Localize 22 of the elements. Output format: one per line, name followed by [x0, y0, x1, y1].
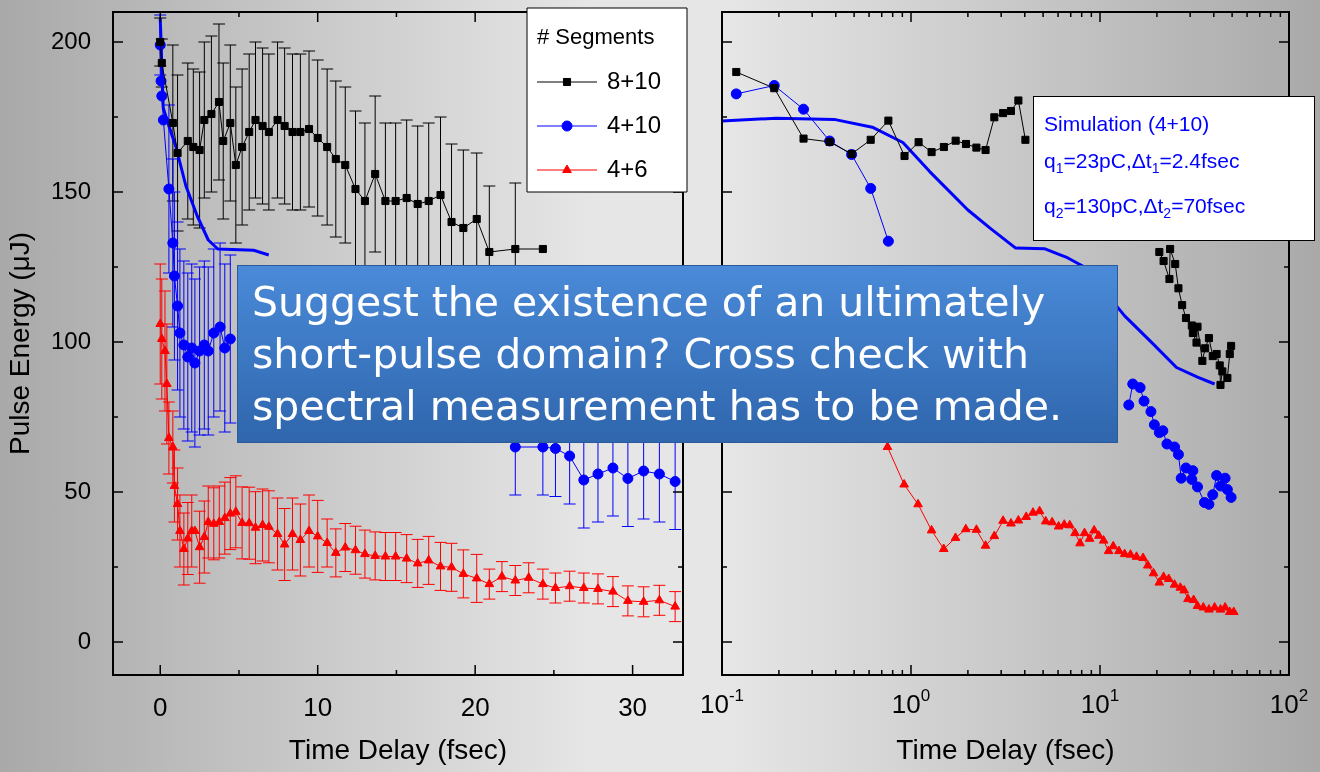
annotation: q$_{2}$=130pC,Δt$_{2}$=70fsec	[1044, 193, 1247, 224]
x-tick-label: 0	[153, 691, 168, 722]
x-tick-label: 20	[460, 691, 490, 722]
y-tick-label: 100	[50, 326, 91, 354]
y-tick-label: 150	[50, 176, 91, 204]
x-axis-title: Time Delay (fsec)	[896, 733, 1115, 765]
x-tick-label: 30	[618, 691, 648, 722]
note-box: Simulation (4+10) q$_{1}$=23pC,Δt$_{1}$=2.4fsec q$_{2}$=130pC,Δt$_{2}$=70fsec	[1033, 96, 1315, 242]
legend-label: 4+6	[607, 154, 648, 182]
annotation: Suggest the existence of an ultimately short-pulse domain? Cross check with spectral measurement has to be made.	[252, 277, 1064, 432]
legend-title: # Segments	[537, 24, 655, 50]
y-tick-label: 200	[50, 26, 91, 54]
y-tick-label: 50	[64, 476, 91, 504]
x-axis-title: Time Delay (fsec)	[288, 733, 508, 765]
legend-label: 4+10	[607, 110, 662, 138]
annotation: Simulation (4+10)	[1044, 111, 1211, 137]
legend-label: 8+10	[607, 66, 662, 94]
annotation: q$_{1}$=23pC,Δt$_{1}$=2.4fsec	[1044, 148, 1241, 179]
y-tick-label: 0	[77, 626, 91, 654]
y-axis-title: Pulse Energy (μJ)	[3, 231, 35, 456]
x-tick-label: 10	[303, 691, 333, 722]
note-box: Suggest the existence of an ultimately short-pulse domain? Cross check with spectral measurement has to be made.	[237, 265, 1118, 443]
